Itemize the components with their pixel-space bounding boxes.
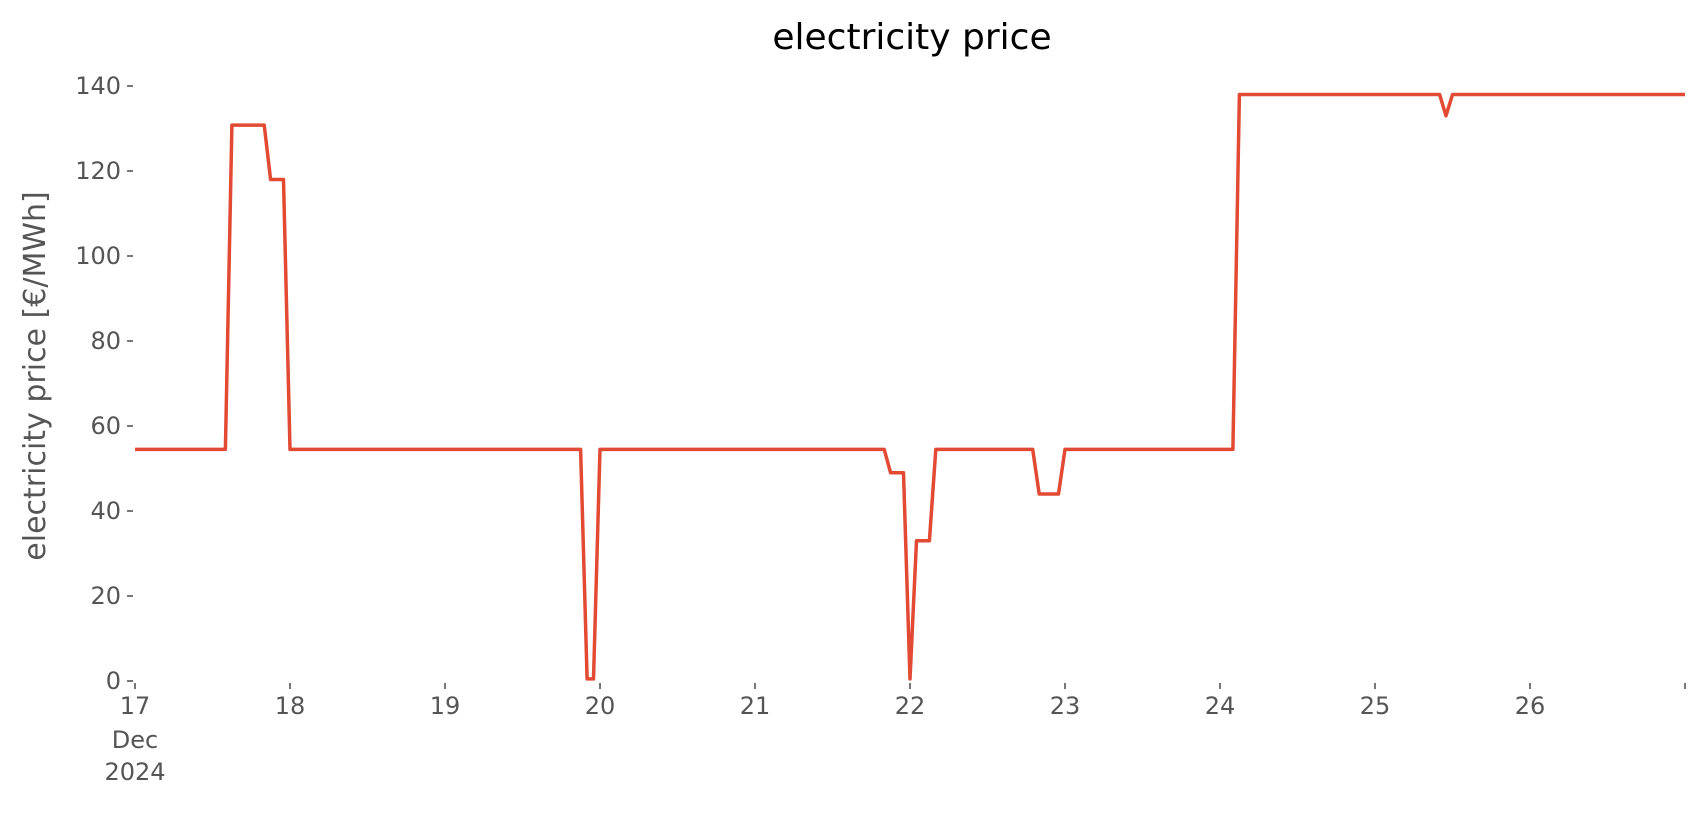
x-tick-label: 23 bbox=[1050, 692, 1081, 720]
y-tick-label: 40 bbox=[90, 497, 121, 525]
x-tick-label: 17 bbox=[120, 692, 151, 720]
x-tick-label: 21 bbox=[740, 692, 771, 720]
x-tick-label: 26 bbox=[1515, 692, 1546, 720]
x-tick-label: 18 bbox=[275, 692, 306, 720]
x-tick-label: 20 bbox=[585, 692, 616, 720]
y-tick-label: 60 bbox=[90, 412, 121, 440]
y-tick-label: 20 bbox=[90, 582, 121, 610]
series-layer bbox=[135, 92, 1685, 681]
y-tick-label: 80 bbox=[90, 327, 121, 355]
x-tick-label: 19 bbox=[430, 692, 461, 720]
y-tick-label: 120 bbox=[75, 157, 121, 185]
x-tick-sublabel: Dec bbox=[112, 726, 158, 754]
x-tick-label: 24 bbox=[1205, 692, 1236, 720]
y-axis: 0 20 40 60 80 100 120 140 bbox=[75, 72, 133, 695]
x-axis: 17 Dec 2024 18 19 20 21 22 23 24 25 26 bbox=[104, 683, 1686, 786]
series-line-electricity-price bbox=[135, 92, 1685, 681]
y-tick-label: 0 bbox=[106, 667, 121, 695]
y-axis-label: electricity price [€/MWh] bbox=[18, 191, 53, 560]
x-tick-sublabel: 2024 bbox=[104, 758, 165, 786]
y-tick-label: 140 bbox=[75, 72, 121, 100]
x-tick-label: 25 bbox=[1360, 692, 1391, 720]
x-tick-label: 22 bbox=[895, 692, 926, 720]
y-tick-label: 100 bbox=[75, 242, 121, 270]
chart-title: electricity price bbox=[772, 17, 1051, 58]
